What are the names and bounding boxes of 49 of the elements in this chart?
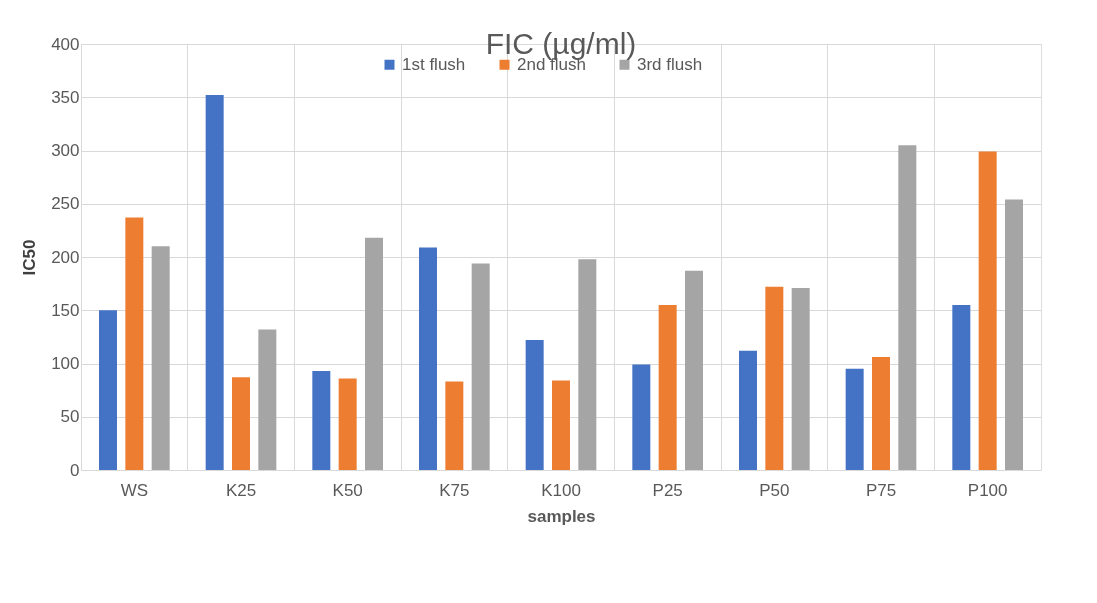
bar: [258, 329, 277, 470]
y-tick-label: 250: [51, 194, 80, 214]
x-tick-label: K75: [439, 480, 470, 500]
x-tick-label: K25: [225, 480, 257, 500]
bar: [739, 350, 757, 470]
y-tick-label: 100: [51, 354, 80, 373]
bar: [151, 246, 170, 470]
bar: [685, 270, 703, 470]
bar: [658, 304, 677, 470]
bar: [365, 237, 383, 470]
bar: [978, 151, 997, 470]
bar: [232, 377, 250, 470]
bar: [898, 145, 917, 470]
bar: [791, 287, 810, 470]
bar: [952, 304, 971, 470]
bar: [1005, 199, 1023, 470]
bar: [552, 380, 570, 470]
x-tick-label: K50: [332, 480, 363, 500]
legend-label: 3rd flush: [637, 54, 703, 74]
x-tick-label: P100: [967, 480, 1008, 500]
y-tick-label: 400: [51, 34, 80, 54]
x-tick-label: P25: [652, 480, 683, 500]
bar: [471, 263, 490, 470]
x-tick-label: K100: [541, 480, 581, 500]
y-axis-title: IC50: [20, 239, 40, 276]
x-tick-label: P75: [865, 480, 897, 500]
y-tick-label: 300: [51, 141, 80, 160]
bar: [338, 378, 357, 470]
y-tick-label: 200: [51, 247, 80, 267]
y-tick-label: 350: [51, 87, 80, 107]
bar: [419, 247, 437, 470]
bar: [312, 370, 331, 470]
bar: [525, 340, 544, 470]
x-tick-label: WS: [120, 480, 149, 500]
bar: [205, 95, 224, 470]
bar: [632, 364, 651, 470]
bar: [872, 357, 890, 470]
bar: [578, 259, 597, 470]
bar: [445, 381, 464, 470]
x-axis-title: samples: [527, 506, 596, 526]
bar: [845, 368, 864, 470]
x-tick-label: P50: [759, 480, 790, 500]
bar: [125, 217, 144, 470]
y-tick-label: 0: [70, 460, 80, 480]
y-tick-label: 50: [60, 407, 80, 427]
y-tick-label: 150: [51, 300, 80, 320]
legend-label: 1st flush: [402, 54, 466, 74]
bar: [99, 310, 117, 470]
bar: [765, 286, 784, 470]
